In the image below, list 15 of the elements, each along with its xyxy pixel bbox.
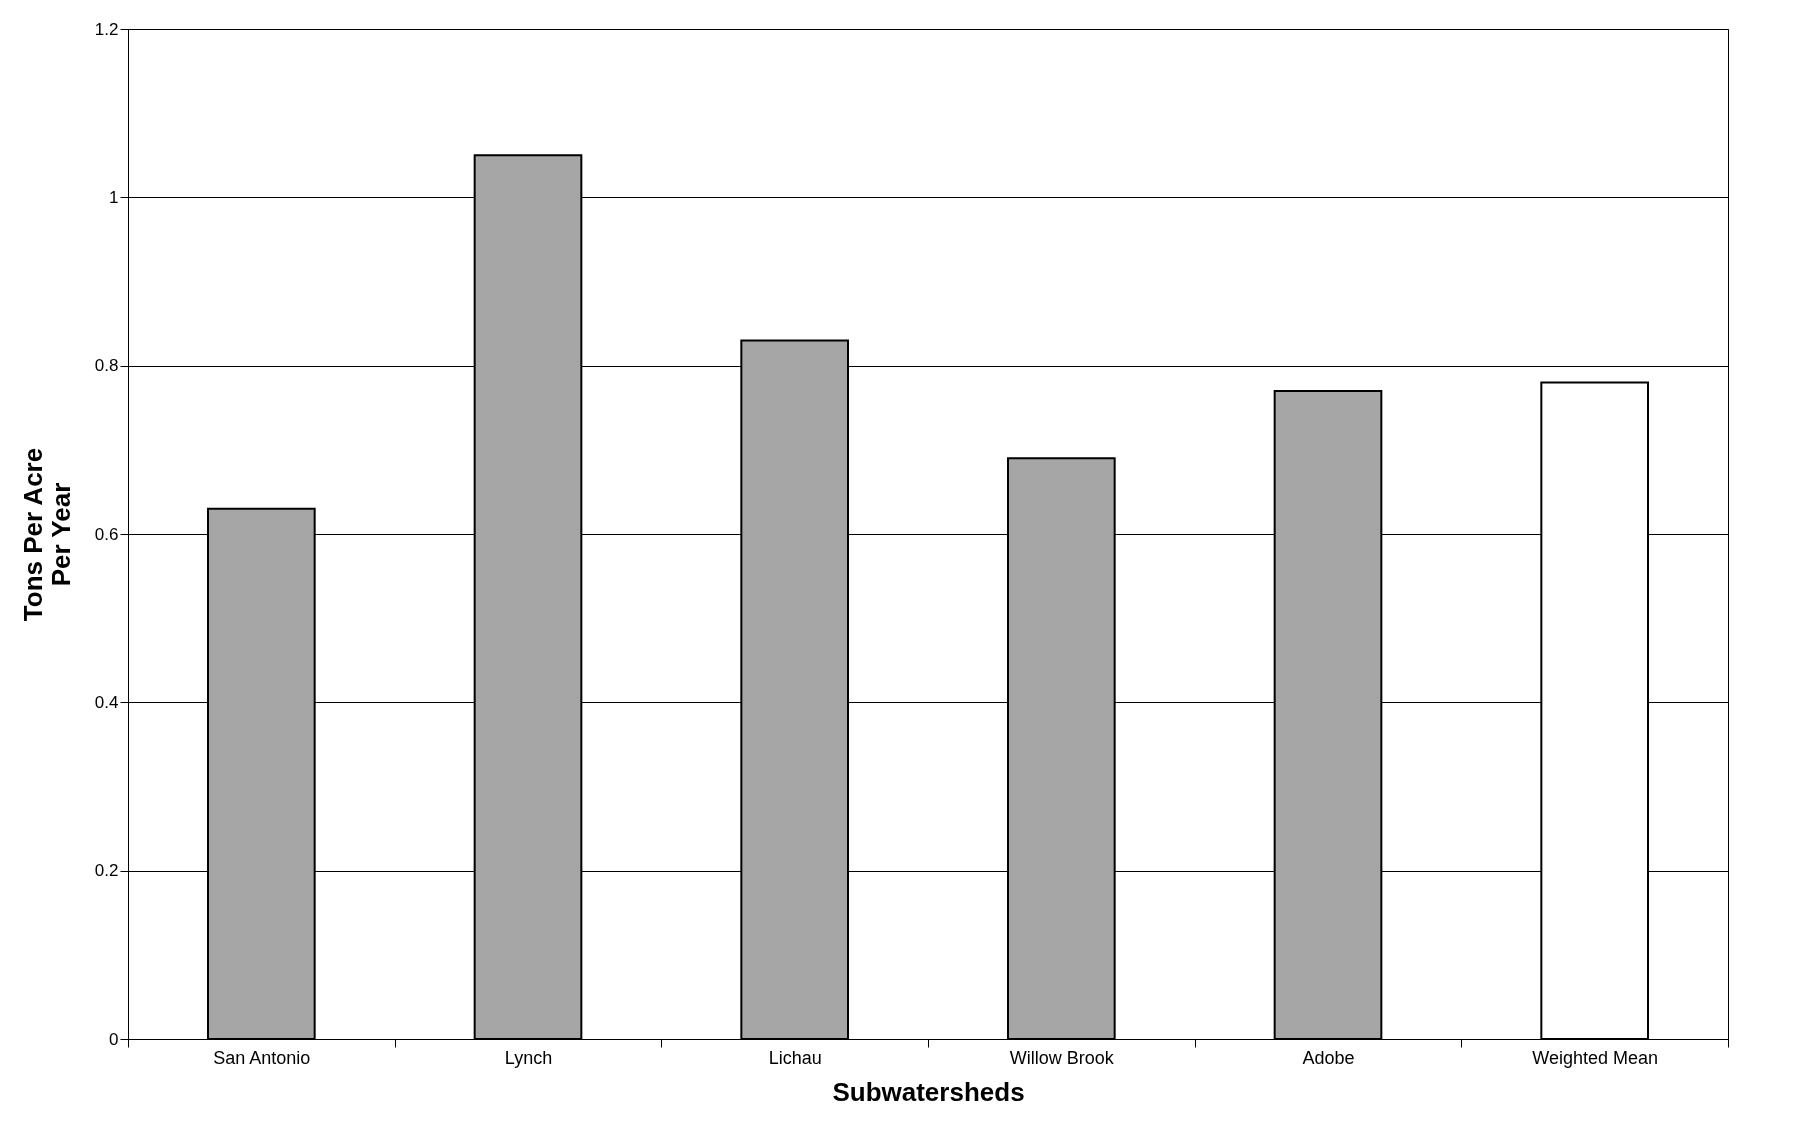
- x-tick-label: Willow Brook: [1009, 1047, 1115, 1068]
- x-tick-label: Lichau: [768, 1047, 822, 1068]
- y-tick-label: 0.2: [94, 861, 119, 881]
- x-tick-label: San Antonio: [213, 1047, 311, 1068]
- x-tick-label: Weighted Mean: [1532, 1047, 1659, 1068]
- x-axis-title: Subwatersheds: [832, 1076, 1025, 1107]
- y-tick-label: 0.4: [94, 692, 119, 712]
- y-tick-label: 0.6: [94, 524, 119, 544]
- y-tick-label: 0: [109, 1029, 119, 1049]
- y-tick-label: 1.2: [94, 19, 119, 39]
- y-tick-label: 1: [109, 187, 119, 207]
- x-tick-label: Lynch: [504, 1047, 553, 1068]
- x-tick-label: Adobe: [1302, 1047, 1355, 1068]
- y-tick-label: 0.8: [94, 356, 119, 376]
- y-axis-title: Tons Per Acre Per Year: [17, 447, 76, 622]
